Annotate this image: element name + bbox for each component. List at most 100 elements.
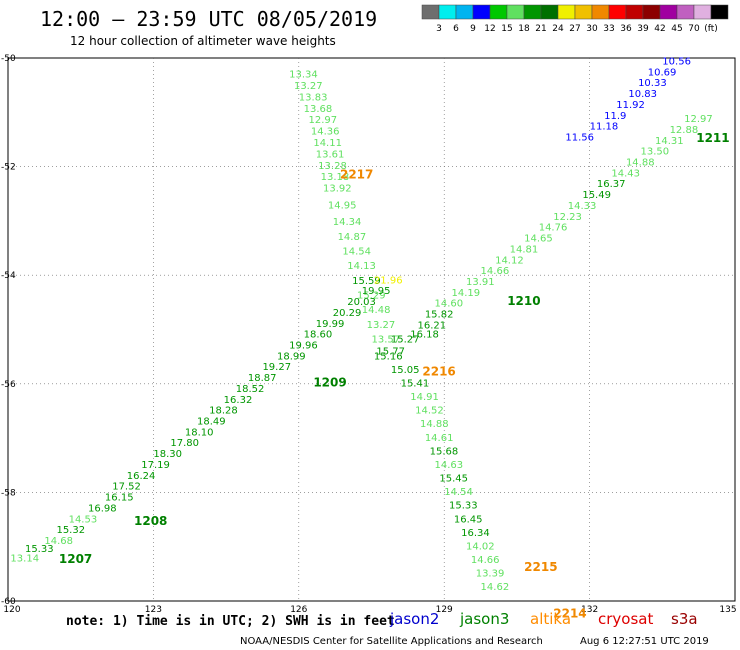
wave-height-value: 10.83 (628, 89, 657, 100)
colorbar-label: 27 (569, 24, 580, 34)
colorbar-label: 24 (552, 24, 564, 34)
colorbar-label: 36 (620, 24, 632, 34)
wave-height-value: 20.03 (347, 297, 376, 308)
colorbar-swatch (625, 4, 644, 20)
lon-tick-label: 135 (719, 605, 736, 615)
wave-height-value: 17.52 (112, 482, 141, 493)
pass-time-label: 2215 (524, 560, 557, 574)
pass-time-label: 1207 (59, 552, 92, 566)
wave-height-value: 12.97 (308, 115, 337, 126)
plot-frame (7, 57, 736, 602)
colorbar-label: 45 (671, 24, 682, 34)
wave-height-value: 14.53 (69, 514, 98, 525)
wave-height-value: 15.32 (56, 525, 85, 536)
colorbar-swatch (472, 4, 491, 20)
wave-height-value: 12.23 (553, 212, 582, 223)
wave-height-value: 13.18 (321, 172, 350, 183)
satellite-legend-item: altika (530, 610, 571, 628)
wave-height-value: 16.32 (224, 395, 253, 406)
wave-height-value: 14.48 (362, 305, 391, 316)
footer-timestamp: Aug 6 12:27:51 UTC 2019 (580, 636, 709, 647)
wave-height-value: 19.96 (289, 341, 318, 352)
wave-height-value: 14.91 (410, 392, 439, 403)
satellite-legend-item: jason2 (389, 610, 439, 628)
colorbar-label: 15 (501, 24, 512, 34)
wave-height-value: 16.98 (88, 503, 117, 514)
wave-height-value: 11.9 (604, 111, 626, 122)
wave-height-value: 15.33 (449, 501, 478, 512)
colorbar-swatch (574, 4, 593, 20)
wave-height-value: 19.95 (362, 286, 391, 297)
wave-height-value: 17.80 (170, 438, 199, 449)
wave-height-value: 18.30 (153, 449, 182, 460)
wave-height-value: 13.39 (476, 569, 505, 580)
wave-height-value: 13.14 (10, 553, 39, 564)
wave-height-value: 14.43 (611, 168, 640, 179)
wave-height-value: 20.29 (333, 308, 362, 319)
colorbar-swatch (608, 4, 627, 20)
lon-tick-label: 132 (581, 605, 598, 615)
wave-height-value: 19.99 (316, 319, 345, 330)
colorbar-swatch (506, 4, 525, 20)
wave-height-value: 14.81 (510, 244, 539, 255)
colorbar-swatch (642, 4, 661, 20)
colorbar-swatch (557, 4, 576, 20)
lat-lon-grid: 120 123 126 129 132 135 -50 -52 -54 -56 -58 -60 (1, 54, 737, 615)
wave-height-value: 14.68 (44, 536, 73, 547)
colorbar-swatch (455, 4, 474, 20)
wave-height-value: 12.97 (684, 114, 713, 125)
color-scale-legend: 3 6 9 12 15 18 21 24 27 30 33 36 39 42 45 70 (ft) (421, 4, 729, 34)
wave-height-value: 13.28 (318, 161, 347, 172)
wave-height-value: 16.34 (461, 528, 490, 539)
wave-height-value: 15.29 (357, 291, 386, 302)
colorbar-label: 9 (470, 24, 476, 34)
map-subtitle: 12 hour collection of altimeter wave hei… (70, 34, 336, 48)
wave-height-value: 14.52 (415, 406, 444, 417)
wave-height-value: 15.41 (401, 379, 430, 390)
pass-time-label: 1208 (134, 514, 167, 528)
colorbar-label: 70 (688, 24, 700, 34)
wave-height-value: 13.92 (323, 184, 352, 195)
wave-height-value: 14.33 (568, 201, 597, 212)
wave-height-value: 14.34 (333, 217, 362, 228)
pass-time-label: 2214 (553, 606, 586, 620)
wave-height-value: 14.65 (524, 234, 553, 245)
wave-height-value: 14.63 (435, 460, 464, 471)
wave-height-value: 11.92 (616, 100, 645, 111)
wave-height-value: 14.02 (466, 541, 495, 552)
colorbar-swatch (489, 4, 508, 20)
wave-height-value: 15.49 (582, 190, 611, 201)
wave-height-value: 14.36 (311, 127, 340, 138)
colorbar-swatch (421, 4, 440, 20)
wave-height-value: 18.49 (197, 417, 226, 428)
pass-time-label: 2216 (422, 365, 455, 379)
wave-height-value: 14.11 (313, 138, 342, 149)
pass-time-label: 2217 (340, 168, 373, 182)
wave-height-value: 14.66 (471, 555, 500, 566)
wave-height-value: 10.33 (638, 78, 667, 89)
lat-tick-label: -54 (1, 271, 16, 281)
wave-height-value: 14.12 (495, 255, 524, 266)
wave-height-value: 13.34 (289, 70, 318, 81)
wave-height-value: 16.37 (597, 179, 626, 190)
wave-height-value: 13.57 (372, 335, 401, 346)
wave-height-value: 14.66 (481, 266, 510, 277)
wave-height-value: 21.96 (374, 275, 403, 286)
wave-height-value: 13.50 (640, 147, 669, 158)
wave-height-value: 15.33 (25, 544, 54, 555)
colorbar-swatch (591, 4, 610, 20)
altimeter-tracks: 13.3413.2713.8313.6812.9714.3614.1113.61… (10, 57, 729, 621)
wave-height-value: 18.99 (277, 351, 306, 362)
colorbar-swatch (676, 4, 695, 20)
wave-height-value: 17.19 (141, 460, 170, 471)
wave-height-value: 16.15 (105, 493, 134, 504)
wave-height-value: 14.13 (347, 261, 376, 272)
wave-height-value: 15.45 (439, 474, 468, 485)
colorbar-swatch (710, 4, 729, 20)
wave-height-value: 13.27 (367, 320, 396, 331)
colorbar-label: (ft) (704, 24, 718, 34)
lat-tick-label: -50 (1, 54, 16, 64)
satellite-legend-item: jason3 (459, 610, 509, 628)
wave-height-value: 14.60 (435, 299, 464, 310)
